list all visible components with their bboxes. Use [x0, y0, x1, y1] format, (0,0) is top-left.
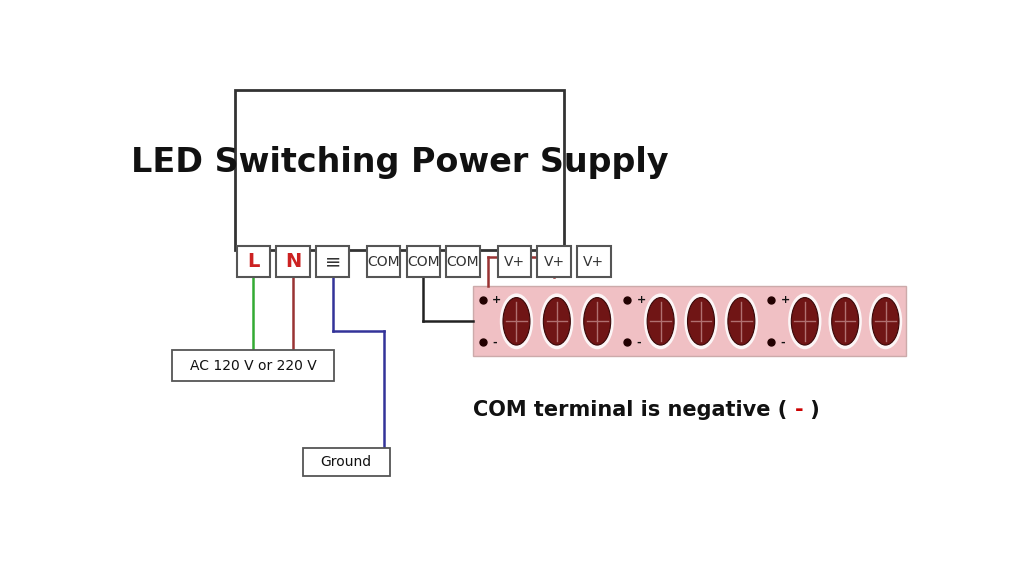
Ellipse shape	[831, 298, 859, 345]
Ellipse shape	[687, 298, 715, 345]
Text: COM: COM	[407, 254, 439, 269]
FancyBboxPatch shape	[303, 448, 390, 476]
Text: -: -	[493, 338, 497, 347]
Text: AC 120 V or 220 V: AC 120 V or 220 V	[189, 359, 316, 373]
FancyBboxPatch shape	[172, 350, 334, 381]
FancyBboxPatch shape	[276, 246, 309, 277]
Ellipse shape	[544, 298, 570, 345]
Ellipse shape	[792, 298, 818, 345]
Ellipse shape	[828, 294, 862, 349]
Text: -: -	[795, 400, 804, 420]
FancyBboxPatch shape	[578, 246, 610, 277]
Ellipse shape	[872, 298, 899, 345]
Text: +: +	[493, 295, 502, 305]
FancyBboxPatch shape	[538, 246, 570, 277]
Text: +: +	[780, 295, 790, 305]
Text: ≡: ≡	[325, 252, 341, 271]
Text: Ground: Ground	[321, 455, 372, 469]
FancyBboxPatch shape	[236, 91, 564, 250]
Ellipse shape	[647, 298, 674, 345]
Ellipse shape	[581, 294, 613, 349]
Ellipse shape	[644, 294, 677, 349]
Text: -: -	[637, 338, 641, 347]
FancyBboxPatch shape	[498, 246, 531, 277]
FancyBboxPatch shape	[446, 246, 479, 277]
Ellipse shape	[728, 298, 755, 345]
Ellipse shape	[725, 294, 758, 349]
Ellipse shape	[500, 294, 534, 349]
Text: L: L	[247, 252, 259, 271]
Text: V+: V+	[544, 254, 564, 269]
Text: -: -	[780, 338, 785, 347]
FancyBboxPatch shape	[367, 246, 400, 277]
Ellipse shape	[788, 294, 821, 349]
Ellipse shape	[503, 298, 530, 345]
Text: N: N	[285, 252, 301, 271]
Ellipse shape	[584, 298, 610, 345]
Ellipse shape	[684, 294, 718, 349]
Ellipse shape	[869, 294, 902, 349]
Text: +: +	[637, 295, 646, 305]
Text: COM: COM	[446, 254, 479, 269]
FancyBboxPatch shape	[237, 246, 270, 277]
Text: ): )	[804, 400, 820, 420]
Text: V+: V+	[504, 254, 525, 269]
Text: LED Switching Power Supply: LED Switching Power Supply	[131, 146, 669, 179]
FancyBboxPatch shape	[316, 246, 349, 277]
Text: COM: COM	[368, 254, 399, 269]
FancyBboxPatch shape	[473, 287, 905, 356]
Text: COM terminal is negative (: COM terminal is negative (	[473, 400, 795, 420]
Ellipse shape	[541, 294, 573, 349]
FancyBboxPatch shape	[407, 246, 440, 277]
Text: V+: V+	[584, 254, 604, 269]
